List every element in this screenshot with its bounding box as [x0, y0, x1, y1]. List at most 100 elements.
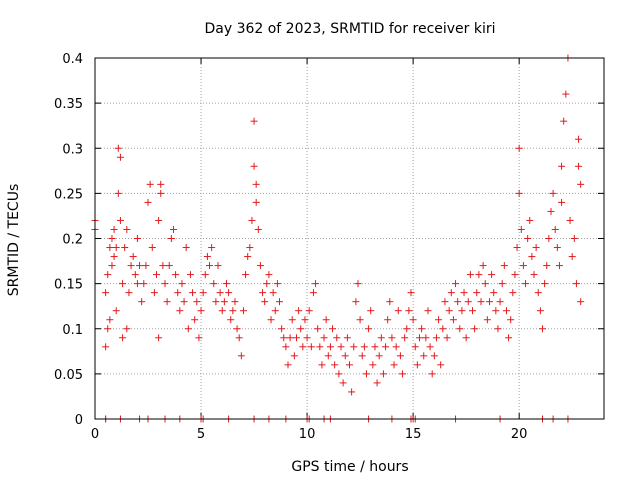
data-point	[511, 271, 519, 279]
data-point	[133, 280, 141, 288]
data-point	[475, 271, 483, 279]
data-point	[545, 235, 553, 242]
data-point	[153, 271, 161, 279]
data-point	[394, 307, 402, 315]
data-point	[256, 262, 264, 270]
data-point	[348, 388, 356, 396]
data-point	[102, 343, 110, 351]
data-point	[411, 343, 419, 351]
data-point	[259, 289, 267, 297]
data-point	[538, 325, 546, 333]
data-point	[110, 225, 118, 233]
x-tick-label: 20	[511, 427, 528, 442]
data-point	[210, 280, 218, 288]
data-point	[307, 343, 315, 351]
data-point	[110, 253, 118, 261]
data-point	[163, 298, 171, 306]
data-point	[549, 189, 557, 197]
data-point	[528, 253, 536, 261]
data-point	[303, 334, 311, 342]
data-point	[399, 370, 407, 378]
data-point	[577, 298, 585, 306]
y-tick-label: 0.2	[62, 233, 83, 248]
data-point	[182, 244, 190, 252]
data-point	[273, 280, 281, 288]
data-point	[541, 280, 549, 288]
data-point	[119, 334, 127, 342]
data-point	[106, 244, 114, 252]
data-point	[229, 307, 237, 315]
data-points	[91, 54, 585, 423]
data-point	[356, 316, 364, 324]
data-point	[125, 289, 133, 297]
data-point	[161, 280, 169, 288]
data-point	[558, 162, 566, 170]
data-point	[292, 334, 300, 342]
data-point	[157, 180, 165, 188]
data-point	[396, 352, 404, 360]
data-point	[577, 180, 585, 188]
data-point	[350, 343, 358, 351]
data-point	[388, 334, 396, 342]
data-point	[420, 352, 428, 360]
data-point	[515, 189, 523, 197]
data-point	[560, 117, 568, 125]
data-point	[186, 271, 194, 279]
data-point	[176, 307, 184, 315]
data-point	[239, 307, 247, 315]
data-point	[553, 244, 561, 252]
data-point	[148, 244, 156, 252]
data-point	[246, 244, 254, 252]
data-point	[418, 325, 426, 333]
data-point	[140, 280, 148, 288]
data-point	[114, 189, 122, 197]
data-point	[116, 153, 124, 161]
data-point	[286, 334, 294, 342]
data-point	[184, 325, 192, 333]
data-point	[441, 298, 449, 306]
data-point	[570, 235, 578, 242]
data-point	[195, 334, 203, 342]
data-point	[369, 361, 377, 369]
data-point	[276, 298, 284, 306]
data-point	[496, 298, 504, 306]
data-point	[432, 334, 440, 342]
data-point	[572, 280, 580, 288]
data-point	[443, 334, 451, 342]
data-point	[483, 316, 491, 324]
data-point	[362, 370, 370, 378]
data-point	[193, 298, 201, 306]
data-point	[371, 343, 379, 351]
axis-ticks: 0 5 10 15 20 0 0.05 0.1 0.15 0.2 0.25 0.3 0.35 0.4	[54, 52, 604, 442]
data-point	[129, 253, 137, 261]
data-point	[360, 343, 368, 351]
data-point	[513, 244, 521, 252]
data-point	[509, 289, 517, 297]
data-point	[373, 379, 381, 387]
data-point	[297, 325, 305, 333]
data-point	[492, 307, 500, 315]
data-point	[322, 316, 330, 324]
data-point	[316, 343, 324, 351]
data-point	[543, 262, 551, 270]
data-point	[415, 334, 423, 342]
data-point	[426, 343, 434, 351]
data-point	[507, 316, 515, 324]
data-point	[346, 361, 353, 369]
data-point	[454, 298, 462, 306]
data-point	[575, 135, 583, 143]
data-point	[519, 262, 527, 270]
data-point	[469, 307, 477, 315]
data-point	[534, 289, 542, 297]
data-point	[301, 316, 309, 324]
data-point	[329, 325, 337, 333]
data-point	[477, 298, 485, 306]
data-point	[358, 352, 366, 360]
data-point	[456, 325, 464, 333]
data-point	[375, 352, 383, 360]
data-point	[530, 271, 538, 279]
data-point	[174, 289, 182, 297]
data-point	[169, 225, 177, 233]
data-point	[318, 361, 326, 369]
data-point	[252, 180, 260, 188]
